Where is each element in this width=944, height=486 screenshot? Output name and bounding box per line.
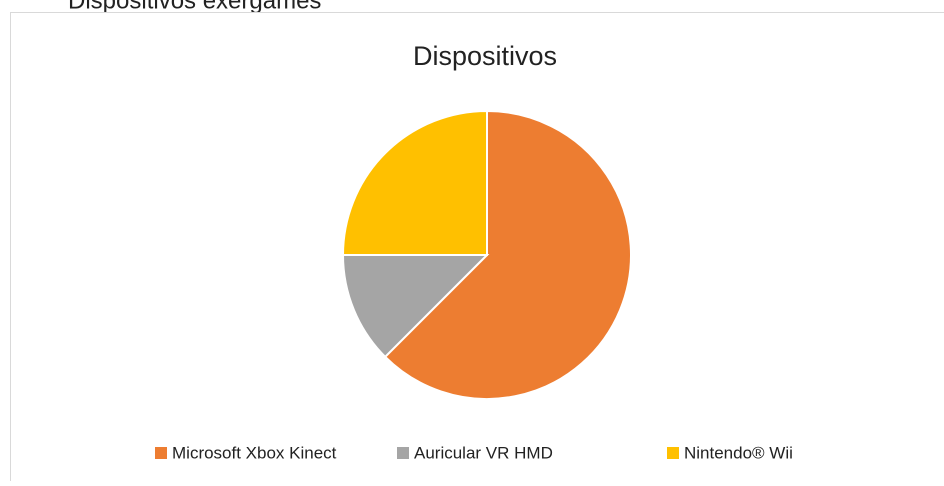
legend-label: Auricular VR HMD: [414, 443, 553, 462]
legend-label: Microsoft Xbox Kinect: [172, 443, 337, 462]
legend-swatch: [397, 447, 409, 459]
legend-swatch: [667, 447, 679, 459]
legend-label: Nintendo® Wii: [684, 443, 793, 462]
chart-title: Dispositivos: [413, 41, 557, 71]
legend-swatch: [155, 447, 167, 459]
